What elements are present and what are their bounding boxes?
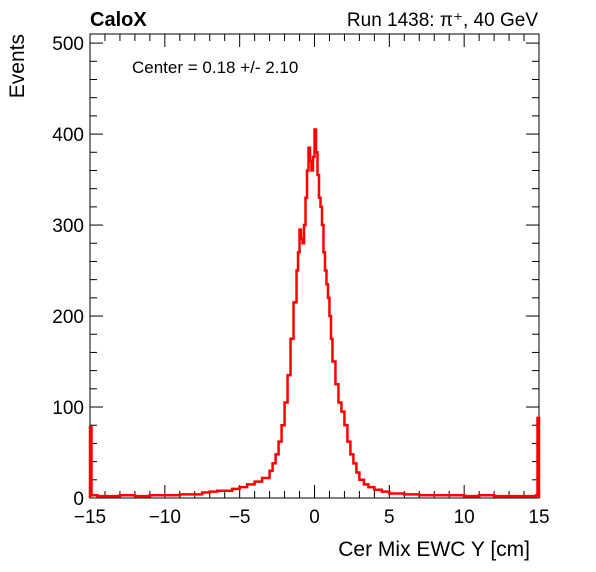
x-tick-label: −5 [229,507,251,528]
x-tick-label: 0 [309,507,320,528]
x-tick-labels: −15 −10 −5 0 5 10 15 [74,507,550,528]
y-tick-label: 0 [73,489,84,510]
center-annotation: Center = 0.18 +/- 2.10 [132,58,298,77]
y-tick-label: 100 [52,398,84,419]
y-tick-label: 200 [52,307,84,328]
x-tick-label: 10 [454,507,475,528]
x-tick-label: 5 [384,507,395,528]
y-tick-label: 400 [52,125,84,146]
x-tick-label: −10 [149,507,181,528]
y-tick-label: 300 [52,216,84,237]
y-tick-labels: 0 100 200 300 400 500 [52,34,84,510]
axis-ticks [89,34,540,499]
histogram-line [88,128,541,498]
experiment-label: CaloX [90,9,147,31]
run-info-label: Run 1438: π⁺, 40 GeV [347,10,538,31]
x-axis-label: Cer Mix EWC Y [cm] [338,538,530,561]
x-tick-label: −15 [74,507,106,528]
y-axis-label: Events [6,34,29,98]
x-tick-label: 15 [528,507,549,528]
plot-frame [89,33,540,499]
y-tick-label: 500 [52,34,84,55]
